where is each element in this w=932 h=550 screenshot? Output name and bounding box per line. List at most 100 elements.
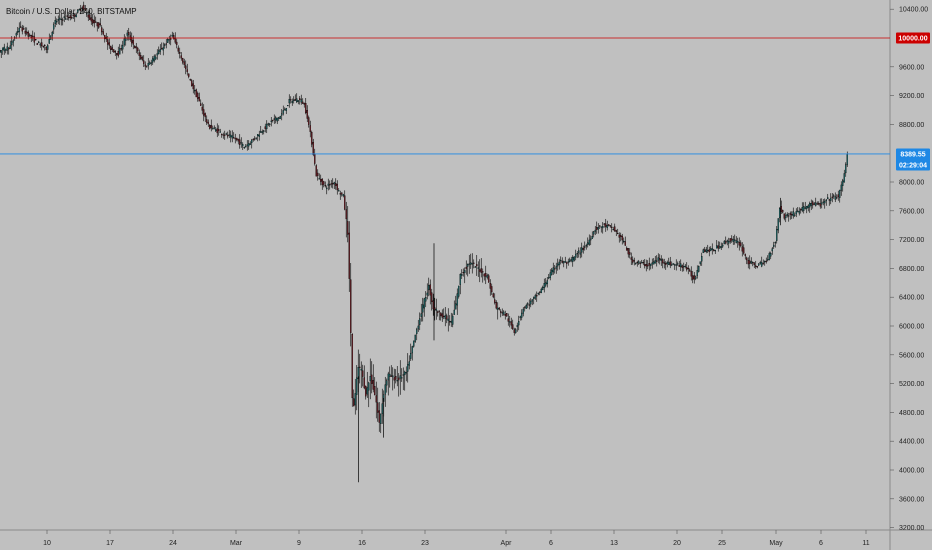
- candle-body: [684, 265, 687, 267]
- candle-body: [638, 261, 640, 264]
- candle-body: [513, 329, 516, 333]
- candle-body: [792, 211, 795, 217]
- candle-body: [66, 15, 69, 17]
- candle-body: [45, 47, 48, 50]
- candle-body: [9, 45, 11, 49]
- candle-body: [590, 238, 592, 241]
- candle-body: [75, 14, 78, 18]
- candle-body: [439, 312, 442, 317]
- candle-body: [352, 398, 355, 407]
- plot-background: [0, 0, 890, 530]
- candle-body: [731, 238, 733, 241]
- candle-body: [18, 27, 20, 32]
- candle-body: [120, 48, 123, 50]
- candle-body: [84, 8, 87, 11]
- candle-body: [10, 41, 13, 46]
- candle-body: [421, 304, 424, 313]
- candle-body: [701, 256, 703, 262]
- candle-body: [588, 239, 591, 245]
- candle-body: [522, 308, 525, 314]
- candle-body: [309, 125, 311, 132]
- candle-body: [738, 242, 741, 246]
- candle-body: [645, 264, 648, 267]
- candle-body: [803, 206, 805, 211]
- candle-body: [695, 276, 697, 279]
- candle-body: [605, 223, 607, 227]
- candle-body: [746, 257, 748, 261]
- price-tick-label: 5600.00: [899, 352, 924, 359]
- candle-body: [243, 146, 245, 149]
- candle-body: [656, 260, 658, 262]
- candle-body: [765, 260, 768, 262]
- candle-body: [761, 262, 763, 267]
- candle-body: [174, 37, 176, 43]
- candle-body: [424, 297, 427, 302]
- horizontal-lines-group: [0, 37, 890, 155]
- candle-body: [448, 321, 451, 323]
- candle-body: [327, 183, 329, 186]
- candle-body: [686, 266, 688, 270]
- candle-body: [322, 181, 325, 185]
- candle-body: [102, 31, 105, 35]
- candle-body: [198, 97, 200, 102]
- candle-body: [466, 264, 469, 267]
- candle-body: [481, 271, 484, 273]
- candle-body: [265, 123, 268, 130]
- candle-body: [286, 105, 289, 107]
- candle-body: [521, 312, 523, 318]
- candle-body: [660, 259, 663, 261]
- candle-body: [372, 380, 374, 390]
- candle-body: [435, 308, 437, 311]
- candle-body: [536, 295, 538, 297]
- candle-body: [555, 266, 558, 269]
- candle-body: [390, 375, 392, 377]
- candle-body: [301, 101, 304, 104]
- candle-body: [508, 321, 511, 323]
- candle-body: [324, 185, 326, 187]
- candle-body: [144, 64, 146, 67]
- candle-body: [268, 123, 271, 125]
- candle-body: [22, 28, 25, 30]
- candle-body: [569, 259, 571, 263]
- candle-body: [51, 31, 54, 36]
- candle-body: [330, 183, 332, 185]
- candle-body: [214, 129, 217, 132]
- candle-body: [274, 117, 277, 121]
- candle-body: [408, 361, 410, 366]
- candle-body: [235, 137, 238, 140]
- candle-body: [489, 283, 491, 289]
- time-tick-label: 6: [549, 540, 553, 547]
- candle-body: [615, 230, 618, 232]
- candle-body: [186, 69, 188, 72]
- candle-body: [493, 299, 496, 303]
- candle-body: [633, 260, 636, 262]
- candle-body: [101, 27, 103, 33]
- candle-body: [208, 124, 211, 129]
- candle-body: [534, 295, 537, 299]
- candle-body: [232, 137, 235, 139]
- candle-body: [674, 264, 676, 266]
- candle-body: [680, 263, 682, 268]
- time-tick-label: 6: [819, 540, 823, 547]
- candle-body: [453, 309, 455, 315]
- price-tick-label: 4000.00: [899, 468, 924, 475]
- candle-body: [442, 315, 445, 318]
- candle-body: [237, 138, 239, 142]
- candle-body: [378, 410, 380, 423]
- candle-body: [204, 113, 206, 118]
- candle-body: [229, 134, 232, 138]
- candle-body: [107, 39, 109, 45]
- candle-body: [402, 374, 404, 376]
- symbol-title[interactable]: Bitcoin / U.S. Dollar, 240, BITSTAMP: [6, 7, 137, 16]
- candle-body: [396, 380, 398, 382]
- candle-body: [415, 329, 418, 334]
- candle-body: [348, 232, 350, 279]
- candle-body: [705, 249, 708, 253]
- candle-body: [575, 254, 577, 258]
- candle-body: [207, 121, 209, 124]
- candle-body: [114, 51, 117, 53]
- price-tick-label: 7200.00: [899, 237, 924, 244]
- candle-body: [750, 261, 753, 264]
